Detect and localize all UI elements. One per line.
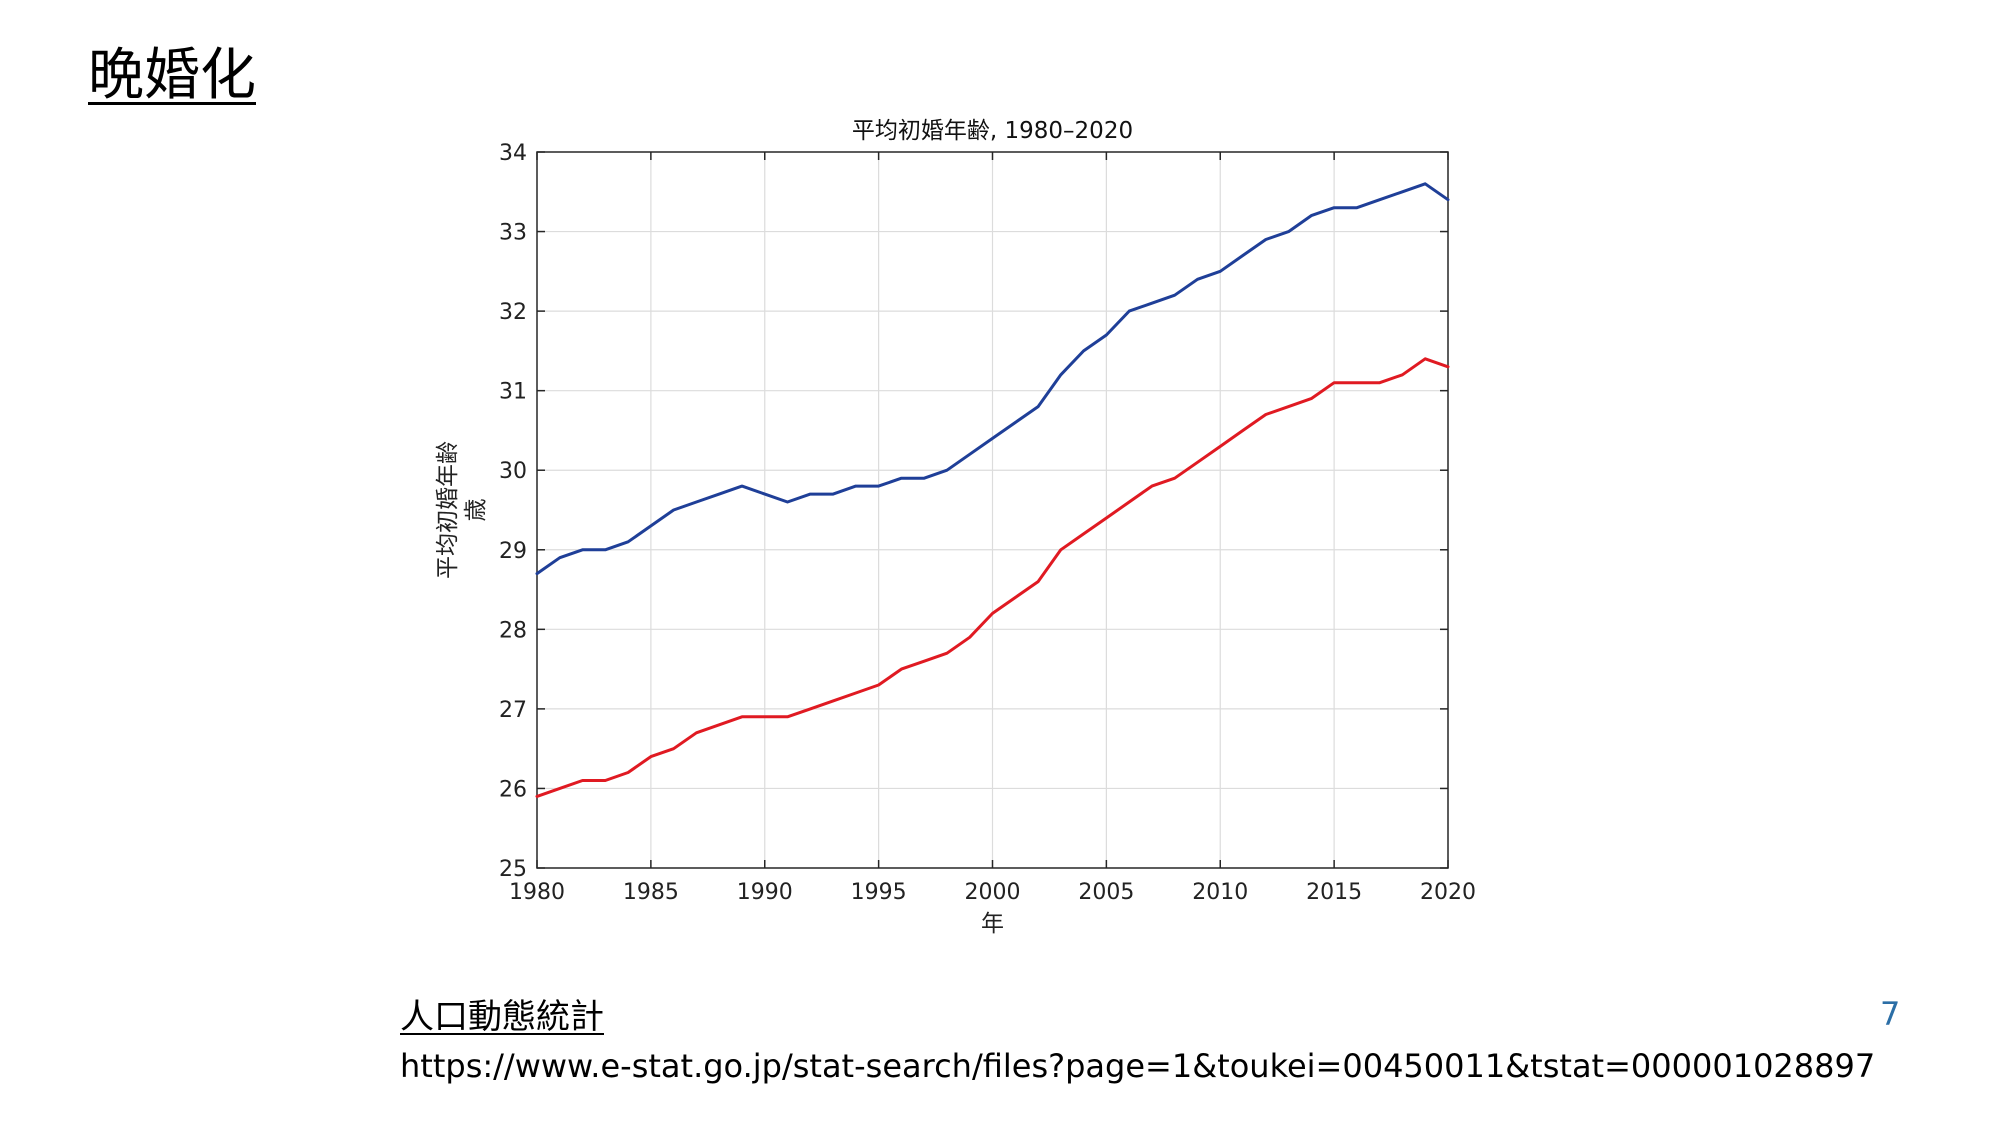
x-tick-label: 1995 [851, 880, 907, 905]
series-line-2 [535, 357, 1450, 798]
axis-ticks: 1980 1985 1990 1995 2000 2005 2010 2015 2020 25 26… [499, 141, 1476, 905]
y-tick-label: 34 [499, 141, 527, 166]
y-tick-label: 28 [499, 618, 527, 643]
y-tick-label: 33 [499, 221, 527, 246]
x-tick-label: 2005 [1078, 880, 1134, 905]
source-url[interactable]: https://www.e-stat.go.jp/stat-search/fil… [400, 1047, 1876, 1085]
x-tick-label: 1985 [623, 880, 679, 905]
series-line-1 [535, 182, 1450, 576]
x-tick-label: 1980 [509, 880, 565, 905]
series-lines [535, 182, 1450, 798]
source-title: 人口動態統計 [400, 997, 604, 1037]
y-tick-label: 30 [499, 459, 527, 484]
page-number: 7 [1880, 995, 1901, 1033]
y-tick-label: 26 [499, 777, 527, 802]
y-tick-label: 27 [499, 698, 527, 723]
y-tick-label: 32 [499, 300, 527, 325]
y-axis-label: 平均初婚年齢歳 [435, 441, 489, 579]
x-axis-label: 年 [981, 911, 1004, 937]
y-axis-label-line: 歳 [463, 499, 489, 522]
y-tick-label: 25 [499, 857, 527, 882]
x-tick-label: 2010 [1192, 880, 1248, 905]
y-tick-label: 31 [499, 380, 527, 405]
x-tick-label: 2020 [1420, 880, 1476, 905]
x-tick-label: 2000 [965, 880, 1021, 905]
slide-title: 晩婚化 [88, 43, 256, 108]
chart-title: 平均初婚年齢, 1980–2020 [852, 118, 1133, 144]
y-axis-label-line: 平均初婚年齢 [435, 441, 461, 579]
x-tick-label: 2015 [1306, 880, 1362, 905]
y-tick-label: 29 [499, 539, 527, 564]
chart-grid [537, 152, 1448, 868]
x-tick-label: 1990 [737, 880, 793, 905]
